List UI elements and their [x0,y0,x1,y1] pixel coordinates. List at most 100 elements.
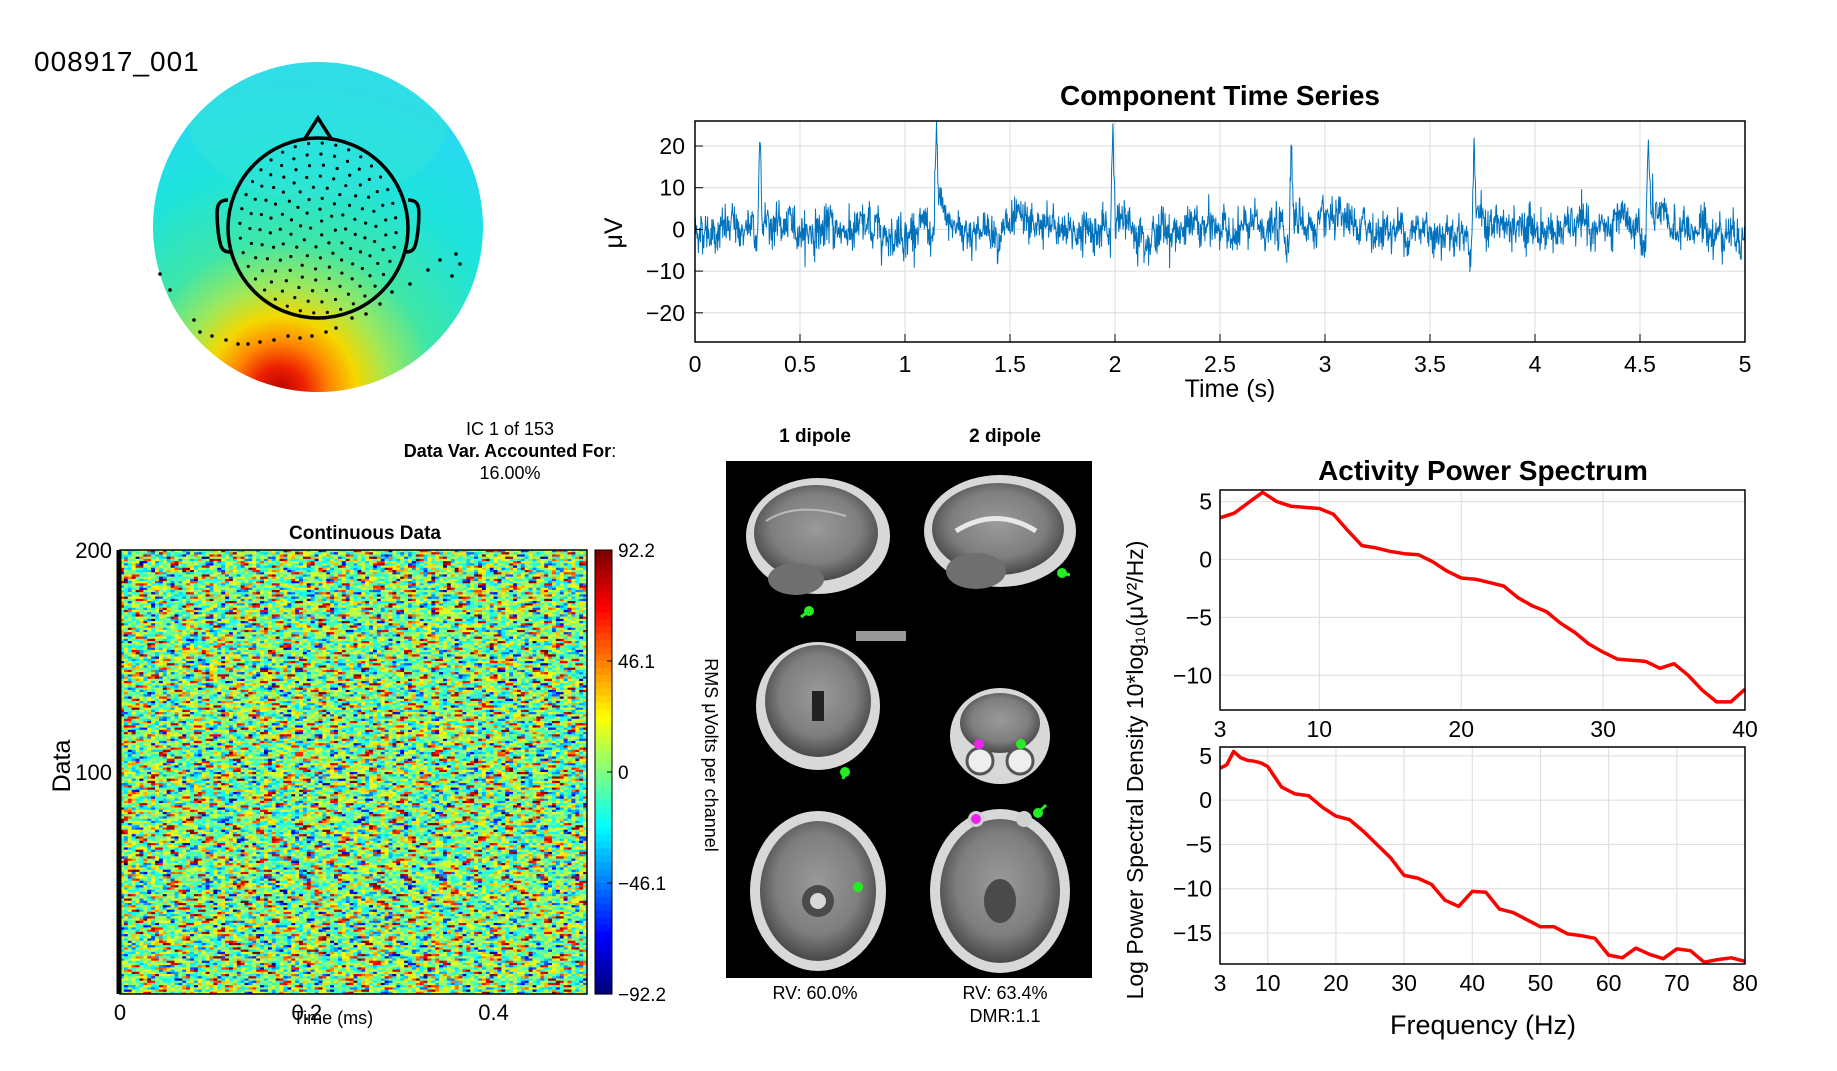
electrode-dot [274,269,278,273]
electrode-dot [262,288,267,292]
electrode-dot [368,274,372,278]
variance-label: Data Var. Accounted For [404,441,611,461]
colorbar-tick-label: 92.2 [618,541,655,562]
electrode-dot [285,304,289,308]
ts-xtick-label: 1 [899,351,912,377]
erpimage-ytick-label: 200 [75,538,112,563]
electrode-dot [253,277,258,281]
mri-sagittal-1 [746,478,890,619]
electrode-dot [305,211,309,215]
electrode-dot [320,219,324,223]
electrode-dot [369,164,374,168]
electrode-dot [339,307,343,311]
electrode-dot [353,232,357,236]
electrode-dot [311,185,316,189]
electrode-dot [320,196,324,200]
electrode-dot [246,342,250,346]
electrode-dot [300,263,304,267]
electrode-dot [260,184,264,188]
electrode-dot [333,297,338,302]
electrode-dot [327,265,331,269]
ts-ytick-label: −20 [646,300,685,326]
electrode-dot [426,268,430,272]
electrode-dot [358,250,363,254]
rv-1: RV: 60.0% [725,982,905,1004]
electrode-dot [394,231,398,235]
electrode-dot [340,271,344,275]
electrode-dot [312,311,316,315]
dataset-id: 008917_001 [34,46,200,78]
electrode-dot [346,292,351,296]
electrode-dot [280,212,285,216]
electrode-dot [298,336,302,340]
colorbar-label: RMS μVolts per channel [701,658,720,851]
electrode-dot [310,334,314,338]
electrode-dot [375,190,379,194]
dipole-col1-label: 1 dipole [725,426,905,448]
dmr-2: DMR:1.1 [915,1005,1095,1027]
electrode-dot [332,177,336,181]
electrode-dot [253,197,257,201]
electrode-dot [272,338,276,342]
electrode-dot [307,142,311,146]
electrode-dot [297,285,301,290]
head-outline [215,114,421,320]
electrode-dot [333,228,337,232]
erpimage-xtick-label: 0.4 [478,1000,509,1025]
electrode-dot [348,173,352,177]
electrode-dot [168,288,172,292]
electrode-dot [307,164,312,168]
ts-xtick-label: 4 [1529,351,1542,377]
electrode-dot [293,145,297,149]
ts-axes-box [694,120,1746,343]
dipole-panels [726,461,1092,978]
ic-info: IC 1 of 153 Data Var. Accounted For: 16.… [360,418,660,484]
electrode-dot [381,203,385,207]
electrode-dot [265,257,270,261]
spectrum-ytick-label: −10 [1173,662,1212,688]
timeseries-chart: Component Time Series 0 0.5 1 1.5 2 2.5 3 3.5 4 4… [600,80,1751,403]
electrode-dot [340,241,344,245]
spectrum-xtick-label: 40 [1459,970,1485,996]
electrode-dot [288,268,292,272]
electrode-dot [289,254,293,259]
electrode-dot [240,207,244,211]
electrode-dot [378,302,382,306]
electrode-dot [357,167,361,171]
electrode-dot [318,256,323,260]
electrode-dot [394,216,398,220]
ts-xtick-label: 4.5 [1624,351,1656,377]
spectrum-line [1219,749,1746,964]
electrode-dot [305,153,309,157]
ts-xtick-label: 3 [1319,351,1332,377]
electrode-dot [358,183,362,187]
electrode-dot [351,302,355,306]
electrode-dot [298,190,302,194]
electrode-dot [344,184,348,188]
electrode-dot [292,181,296,185]
electrode-dot [278,227,282,231]
spectrum-xtick-label: 80 [1732,970,1758,996]
electrode-dot [249,241,254,246]
electrode-dot [319,152,323,156]
electrode-dot [279,163,284,168]
electrode-dot [310,289,315,293]
electrode-dot [340,258,344,262]
ts-xtick-label: 2 [1109,351,1122,377]
ts-xtick-label: 0.5 [784,351,816,377]
spectrum-xtick-label: 20 [1448,716,1474,742]
spectrum-ytick-label: 0 [1199,787,1212,813]
electrode-dot [334,326,338,330]
electrode-dot [258,340,262,344]
electrode-dot [306,299,310,303]
spectrum-xtick-label: 30 [1391,970,1417,996]
electrode-dot [192,318,196,322]
electrode-dot [246,264,250,269]
electrode-dot [210,334,214,338]
spectrum-ytick-label: 0 [1199,546,1212,572]
electrode-dot [353,217,357,221]
electrode-dot [392,245,396,249]
spectrum-xtick-label: 20 [1323,970,1349,996]
electrode-dot [343,227,348,231]
erpimage-cells [120,550,588,995]
